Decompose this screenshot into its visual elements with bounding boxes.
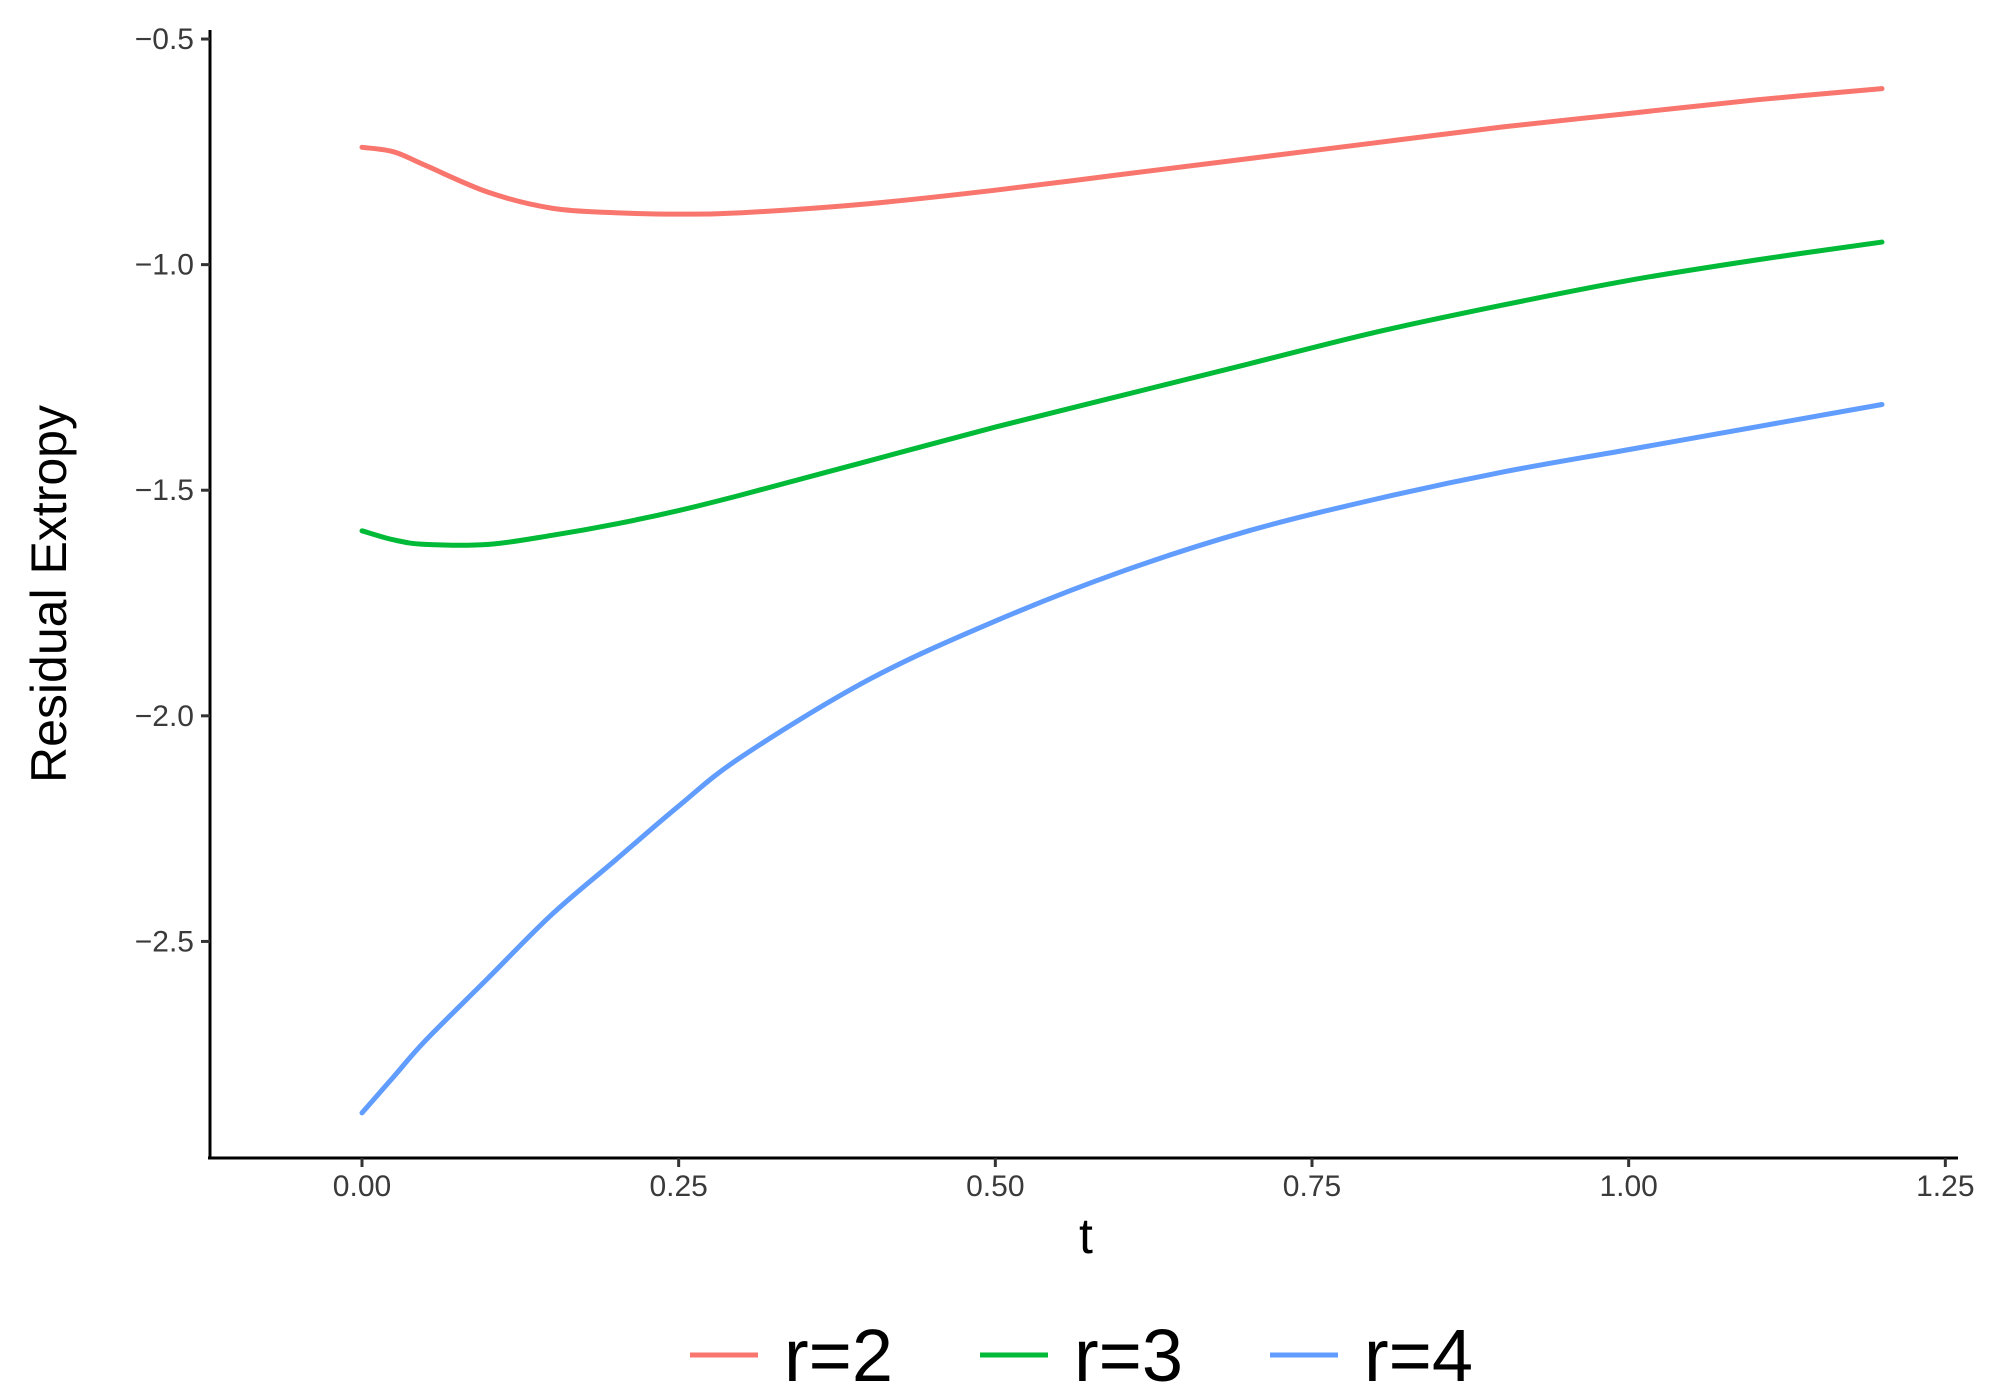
x-tick-label: 1.00 <box>1599 1170 1657 1203</box>
y-tick-label: −0.5 <box>135 23 194 56</box>
legend-label-r2: r=2 <box>784 1314 893 1397</box>
legend: r=2 r=3 r=4 <box>690 1314 1473 1397</box>
legend-label-r4: r=4 <box>1364 1314 1473 1397</box>
y-tick-label: −2.0 <box>135 700 194 733</box>
legend-label-r3: r=3 <box>1074 1314 1183 1397</box>
x-tick-label: 0.00 <box>333 1170 391 1203</box>
series-line-r2 <box>359 86 1885 217</box>
y-tick-label: −2.5 <box>135 925 194 958</box>
x-tick-label: 0.50 <box>966 1170 1024 1203</box>
series-line-r3 <box>359 239 1885 548</box>
x-tick-label: 1.25 <box>1916 1170 1974 1203</box>
series-lines <box>359 86 1885 1116</box>
x-axis-title: t <box>1079 1208 1093 1264</box>
series-line-r4 <box>359 402 1885 1116</box>
y-tick-label: −1.5 <box>135 474 194 507</box>
y-axis-title: Residual Extropy <box>21 405 77 783</box>
y-tick-label: −1.0 <box>135 249 194 282</box>
x-tick-label: 0.25 <box>649 1170 707 1203</box>
axis-ticks: −0.5 −1.0 −1.5 −2.0 −2.5 0.00 0.25 0.50 0.75 1.00… <box>135 23 1975 1203</box>
x-tick-label: 0.75 <box>1283 1170 1341 1203</box>
